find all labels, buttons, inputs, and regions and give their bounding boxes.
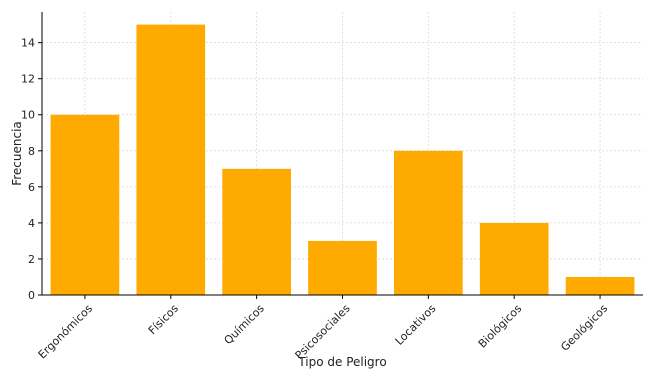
y-tick-label: 6 <box>28 181 35 194</box>
y-tick-label: 10 <box>21 109 35 122</box>
y-tick-label: 4 <box>28 217 35 230</box>
x-tick-label: Químicos <box>222 302 267 347</box>
x-tick-label: Biológicos <box>476 302 525 351</box>
bar-químicos <box>222 168 291 295</box>
y-tick-label: 0 <box>28 289 35 302</box>
y-tick-label: 2 <box>28 253 35 266</box>
bars <box>50 24 635 296</box>
y-tick-label: 8 <box>28 145 35 158</box>
x-tick-label: Ergonómicos <box>36 302 96 362</box>
bar-psicosociales <box>308 240 377 295</box>
bar-ergonómicos <box>50 114 120 295</box>
y-tick-label: 14 <box>21 37 35 50</box>
x-ticks: Ergonómicos Físicos Químicos Psicosociales L… <box>36 295 610 362</box>
bar-físicos <box>136 24 206 296</box>
bar-geológicos <box>565 276 635 295</box>
y-tick-label: 12 <box>21 73 35 86</box>
x-tick-label: Físicos <box>146 302 181 337</box>
x-tick-label: Locativos <box>393 302 439 348</box>
bar-locativos <box>394 150 463 295</box>
x-tick-label: Geológicos <box>558 302 610 354</box>
y-axis-label: Frecuencia <box>10 121 24 186</box>
bar-biológicos <box>479 222 549 295</box>
x-tick-label: Psicosociales <box>293 302 353 362</box>
y-ticks: 0 2 4 6 8 10 12 14 <box>21 37 42 302</box>
x-axis-label: Tipo de Peligro <box>297 355 386 369</box>
